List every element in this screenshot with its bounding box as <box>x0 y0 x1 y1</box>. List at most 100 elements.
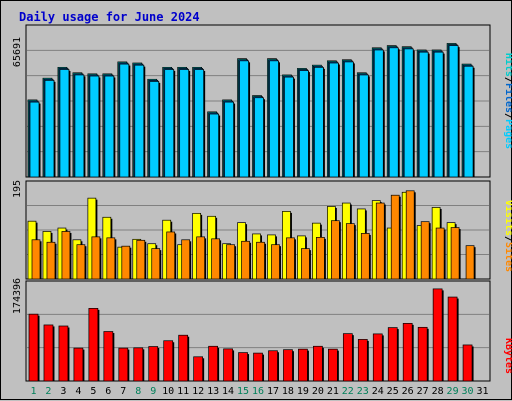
day-label: 30 <box>462 386 474 397</box>
bar-kbytes <box>328 348 338 382</box>
bar-kbytes <box>223 348 233 382</box>
bar-pages <box>74 74 85 178</box>
bar-kbytes <box>447 296 458 382</box>
day-label: 2 <box>45 386 51 397</box>
bar-pages <box>418 51 429 178</box>
bar-kbytes <box>193 356 203 382</box>
bar-kbytes <box>73 347 84 382</box>
bar-kbytes <box>28 313 39 382</box>
bar-pages <box>299 70 309 178</box>
bar-sites <box>405 190 415 280</box>
day-label: 4 <box>75 386 81 397</box>
day-label: 23 <box>357 386 369 397</box>
bar-pages <box>29 101 40 178</box>
bar-kbytes <box>417 326 428 382</box>
bar-sites <box>31 239 41 280</box>
legend-visits: Visits <box>503 200 512 236</box>
bar-sites <box>286 237 295 280</box>
legend-kbytes: KBytes <box>503 338 512 374</box>
bar-sites <box>331 220 340 280</box>
bar-sites <box>435 227 445 280</box>
bar-kbytes <box>283 349 293 382</box>
bar-kbytes <box>58 325 69 382</box>
bar-kbytes <box>402 323 413 382</box>
bar-sites <box>390 194 400 280</box>
day-label: 27 <box>417 386 429 397</box>
day-label: 18 <box>282 386 294 397</box>
bar-kbytes <box>118 347 129 382</box>
bar-kbytes <box>133 347 144 382</box>
bar-sites <box>345 223 355 280</box>
bar-pages <box>209 113 219 178</box>
bar-pages <box>284 76 294 178</box>
bar-sites <box>226 244 235 280</box>
bar-pages <box>269 60 279 178</box>
day-label: 14 <box>222 386 234 397</box>
legend-hits: Hits <box>503 53 512 77</box>
day-label: 21 <box>327 386 339 397</box>
bar-sites <box>375 202 385 280</box>
legend-pages: Pages <box>503 119 512 149</box>
bar-sites <box>91 236 101 280</box>
bar-kbytes <box>208 345 218 382</box>
bar-pages <box>254 97 264 178</box>
day-label: 6 <box>105 386 111 397</box>
bar-pages <box>89 75 100 178</box>
day-label: 26 <box>402 386 414 397</box>
day-label: 9 <box>150 386 156 397</box>
day-label: 11 <box>177 386 189 397</box>
bar-pages <box>224 101 234 178</box>
day-label: 5 <box>90 386 96 397</box>
bar-sites <box>465 245 475 280</box>
day-label: 15 <box>237 386 249 397</box>
bar-pages <box>463 65 474 178</box>
bar-pages <box>59 69 70 178</box>
bar-kbytes <box>148 346 159 382</box>
bar-kbytes <box>43 324 54 382</box>
bar-sites <box>106 237 116 280</box>
legend-sites: Sites <box>503 242 512 272</box>
bar-kbytes <box>462 344 473 382</box>
legend-pages-files-hits: Hits/Files/Pages <box>503 53 512 149</box>
bar-pages <box>329 62 339 178</box>
bar-sites <box>211 238 220 280</box>
bar-kbytes <box>342 333 353 382</box>
day-label: 19 <box>297 386 309 397</box>
bar-kbytes <box>372 333 383 382</box>
bar-kbytes <box>253 352 263 382</box>
day-label: 29 <box>447 386 459 397</box>
bar-sites <box>196 236 205 280</box>
bar-sites <box>301 248 310 280</box>
day-label: 24 <box>372 386 384 397</box>
legend-sites-visits: Visits/Sites <box>503 200 512 272</box>
bar-sites <box>360 233 370 280</box>
bar-kbytes <box>163 340 174 382</box>
bar-sites <box>450 227 460 280</box>
bar-sites <box>166 231 176 280</box>
bar-kbytes <box>268 350 278 382</box>
y-max-label-visits: 195 <box>12 180 23 198</box>
day-label: 3 <box>60 386 66 397</box>
day-label: 17 <box>267 386 279 397</box>
bar-pages <box>194 69 204 178</box>
bar-kbytes <box>238 352 248 382</box>
day-label: 12 <box>192 386 204 397</box>
bar-sites <box>181 239 191 280</box>
bar-pages <box>448 45 459 178</box>
bar-kbytes <box>103 331 114 382</box>
bar-sites <box>136 239 146 280</box>
bar-kbytes <box>313 345 323 382</box>
bar-pages <box>104 75 115 178</box>
day-label: 22 <box>342 386 354 397</box>
bar-kbytes <box>432 288 443 382</box>
bar-kbytes <box>88 308 99 382</box>
bar-sites <box>121 245 131 280</box>
bar-kbytes <box>357 339 368 382</box>
legend-files: Files <box>503 83 512 113</box>
bar-sites <box>61 231 71 280</box>
day-label: 1 <box>30 386 36 397</box>
bar-pages <box>119 63 130 178</box>
bar-sites <box>271 244 280 280</box>
bar-sites <box>256 241 265 280</box>
